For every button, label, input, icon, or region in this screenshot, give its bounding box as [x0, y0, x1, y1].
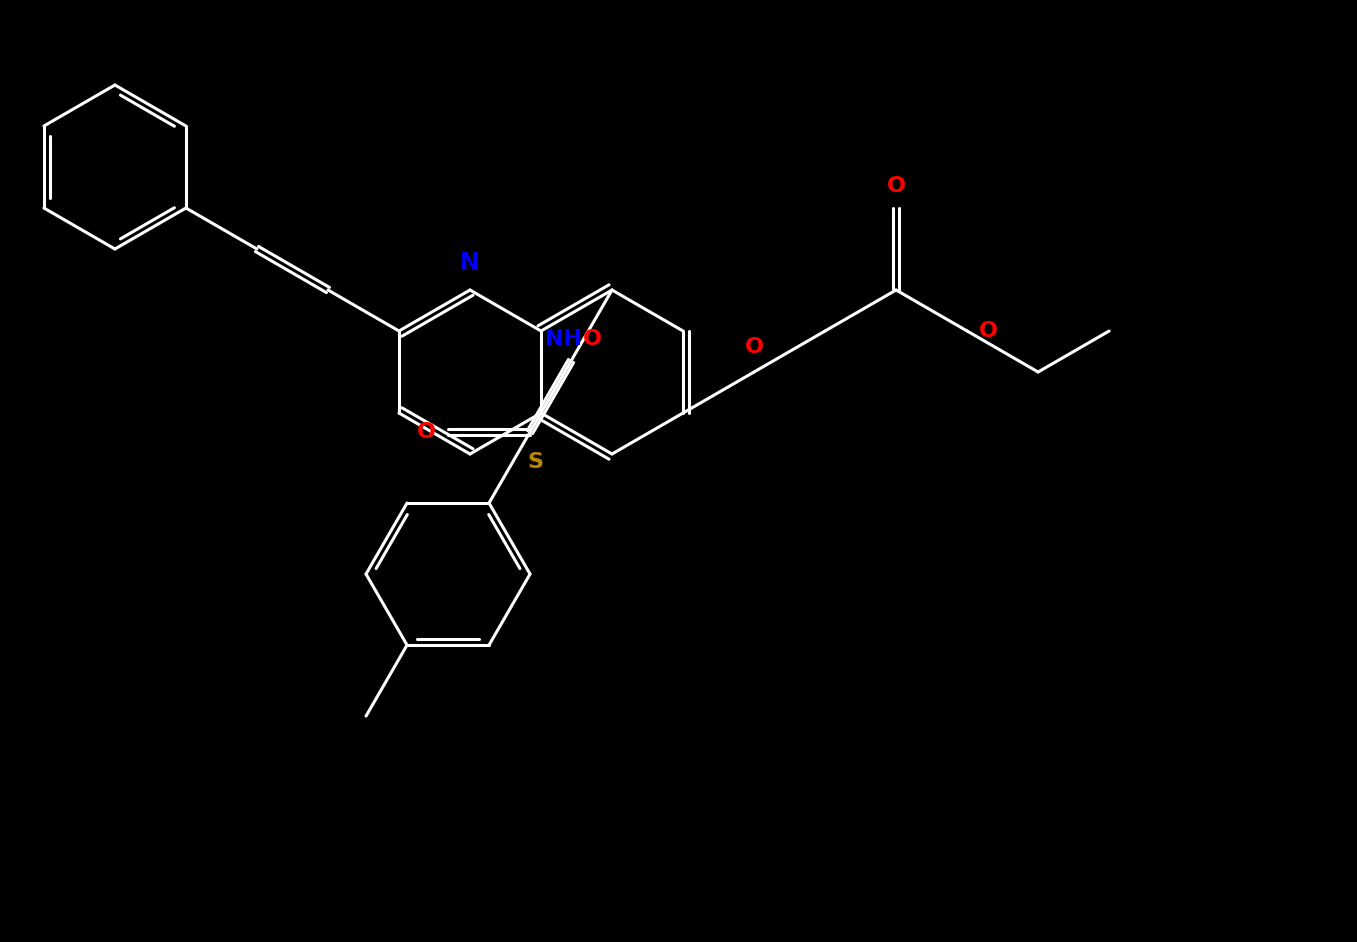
Text: O: O [745, 337, 764, 357]
Text: O: O [584, 329, 603, 349]
Text: O: O [886, 176, 905, 196]
Text: NH: NH [544, 329, 582, 349]
Text: N: N [460, 251, 480, 275]
Text: S: S [527, 452, 543, 472]
Text: O: O [980, 321, 999, 341]
Text: O: O [417, 422, 436, 442]
